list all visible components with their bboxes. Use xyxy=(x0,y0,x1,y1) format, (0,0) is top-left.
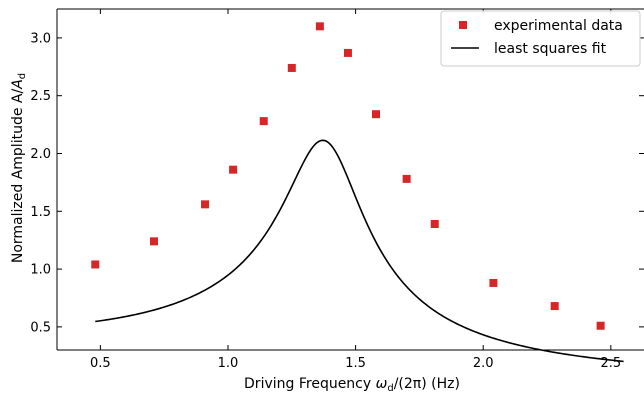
fit-curve xyxy=(95,139,624,363)
x-tick-label: 0.5 xyxy=(90,356,111,371)
data-point xyxy=(91,260,100,269)
legend-label-experimental: experimental data xyxy=(494,18,623,34)
y-tick-label: 1.0 xyxy=(30,263,51,278)
x-tick-label: 2.0 xyxy=(473,356,494,371)
data-points-layer xyxy=(91,22,605,330)
y-axis-label-a: A xyxy=(10,79,26,90)
legend-label-fit: least squares fit xyxy=(494,41,607,57)
x-axis-label-suffix: /(2π) (Hz) xyxy=(394,376,460,392)
legend-box xyxy=(440,10,641,67)
data-point xyxy=(372,110,381,119)
x-tick-label: 1.0 xyxy=(218,356,239,371)
y-tick-label: 3.0 xyxy=(30,31,51,46)
data-point xyxy=(287,63,296,72)
data-point xyxy=(201,200,210,209)
data-point xyxy=(489,278,498,287)
data-point xyxy=(259,117,268,126)
x-axis-label: Driving Frequency ωd/(2π) (Hz) xyxy=(244,376,460,393)
y-axis-label-prefix: Normalized Amplitude A/ xyxy=(10,89,26,264)
data-point xyxy=(149,237,158,246)
legend: experimental data least squares fit xyxy=(440,10,641,67)
y-tick-label: 1.5 xyxy=(30,205,51,220)
data-point xyxy=(343,48,352,57)
x-tick-label: 1.5 xyxy=(345,356,366,371)
data-point xyxy=(229,165,238,174)
y-tick-label: 0.5 xyxy=(30,320,51,335)
fit-curve-layer xyxy=(95,139,624,363)
x-tick-label: 2.5 xyxy=(600,356,621,371)
x-axis-label-prefix: Driving Frequency xyxy=(244,376,376,392)
data-point xyxy=(402,174,411,183)
data-point xyxy=(315,22,324,31)
legend-scatter-marker xyxy=(459,21,467,29)
x-axis-label-omega: ω xyxy=(376,376,388,392)
data-point xyxy=(550,302,559,311)
ticks: 0.5 1.0 1.5 2.0 2.5 0.5 1.0 1.5 2.0 2.5 3.0 xyxy=(30,9,644,371)
y-axis-label-sub: d xyxy=(17,73,28,79)
y-tick-label: 2.5 xyxy=(30,89,51,104)
y-tick-label: 2.0 xyxy=(30,147,51,162)
data-point xyxy=(430,220,439,229)
axes xyxy=(56,8,644,351)
x-axis-label-sub: d xyxy=(387,383,393,393)
y-axis-label: Normalized Amplitude A/Ad xyxy=(10,73,28,263)
data-point xyxy=(596,321,605,330)
